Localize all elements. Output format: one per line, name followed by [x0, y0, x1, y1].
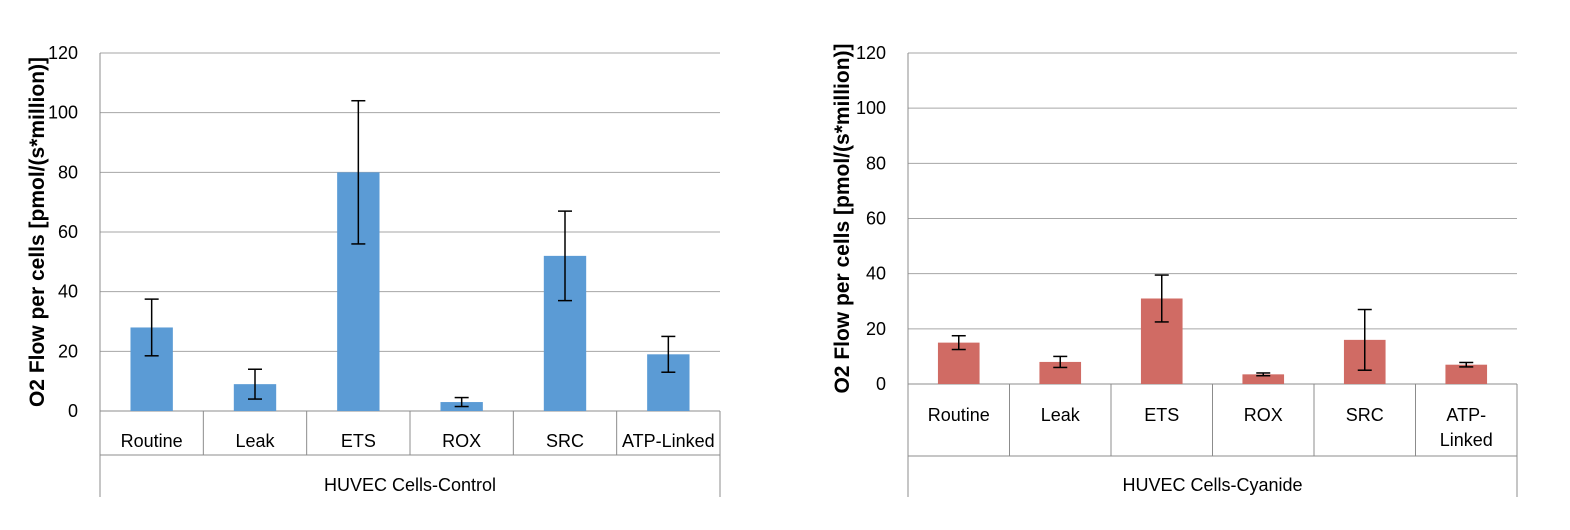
- bar-3: [1242, 374, 1285, 384]
- group-label: HUVEC Cells-Cyanide: [1122, 475, 1302, 495]
- y-tick-label: 0: [68, 401, 78, 421]
- category-label: SRC: [1346, 405, 1384, 425]
- y-tick-label: 40: [58, 282, 78, 302]
- y-tick-label: 80: [866, 153, 886, 173]
- y-axis-title: O2 Flow per cells [pmol/(s*million)]: [831, 43, 854, 393]
- y-tick-label: 100: [48, 103, 78, 123]
- y-tick-label: 40: [866, 264, 886, 284]
- category-label: ETS: [1144, 405, 1179, 425]
- y-tick-label: 20: [866, 319, 886, 339]
- category-label: Leak: [235, 431, 275, 451]
- chart-cyanide: 0 20 40 60 80 100 120 Routine Leak ETS ROX SRC ATP- L…: [831, 43, 1518, 497]
- y-axis-title: O2 Flow per cells [pmol/(s*million)]: [26, 57, 49, 407]
- bar-1: [1039, 361, 1082, 384]
- category-label: Routine: [121, 431, 183, 451]
- chart-control: 0 20 40 60 80 100 120 Routine Leak ETS ROX SRC ATP-L…: [26, 43, 721, 497]
- category-label: ATP-Linked: [622, 431, 715, 451]
- category-label: ROX: [442, 431, 481, 451]
- y-tick-label: 80: [58, 162, 78, 182]
- category-label: Routine: [928, 405, 990, 425]
- category-label: ETS: [341, 431, 376, 451]
- bar-5: [1445, 364, 1488, 384]
- category-label: ATP-: [1446, 405, 1486, 425]
- y-tick-label: 60: [58, 222, 78, 242]
- y-tick-label: 100: [856, 98, 886, 118]
- y-tick-label: 0: [876, 374, 886, 394]
- category-label: SRC: [546, 431, 584, 451]
- y-tick-label: 60: [866, 209, 886, 229]
- y-tick-label: 120: [48, 43, 78, 63]
- group-label: HUVEC Cells-Control: [324, 475, 496, 495]
- y-tick-label: 120: [856, 43, 886, 63]
- category-label: ROX: [1244, 405, 1283, 425]
- category-label: Leak: [1041, 405, 1081, 425]
- category-label: Linked: [1440, 430, 1493, 450]
- y-tick-label: 20: [58, 341, 78, 361]
